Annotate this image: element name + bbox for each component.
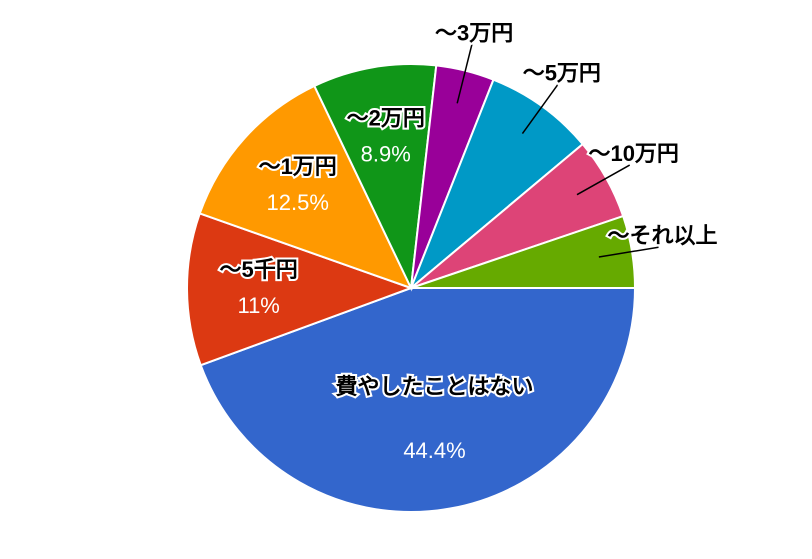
value-label: 44.4% <box>403 438 465 463</box>
leader-line <box>598 246 659 258</box>
value-label: 12.5% <box>267 190 329 215</box>
slice-label: ～5万円 <box>523 60 601 85</box>
pie-slice <box>313 63 438 292</box>
pie-slice <box>199 287 637 513</box>
value-label: 8.9% <box>361 142 411 167</box>
leader-line <box>456 44 473 104</box>
slice-label: 費やしたことはない <box>336 374 534 399</box>
slice-label: ～5千円 <box>220 257 298 282</box>
slice-label: ～それ以上 <box>608 223 718 248</box>
slice-label: ～3万円 <box>435 20 513 45</box>
pie-slice <box>198 84 413 290</box>
value-label: 11% <box>237 293 279 318</box>
slice-label: ～10万円 <box>588 141 678 166</box>
slice-label: ～2万円 <box>347 106 425 131</box>
leader-line <box>576 164 631 196</box>
slice-label: ～1万円 <box>259 154 337 179</box>
leader-line <box>521 84 559 135</box>
pie-slice <box>186 212 414 367</box>
